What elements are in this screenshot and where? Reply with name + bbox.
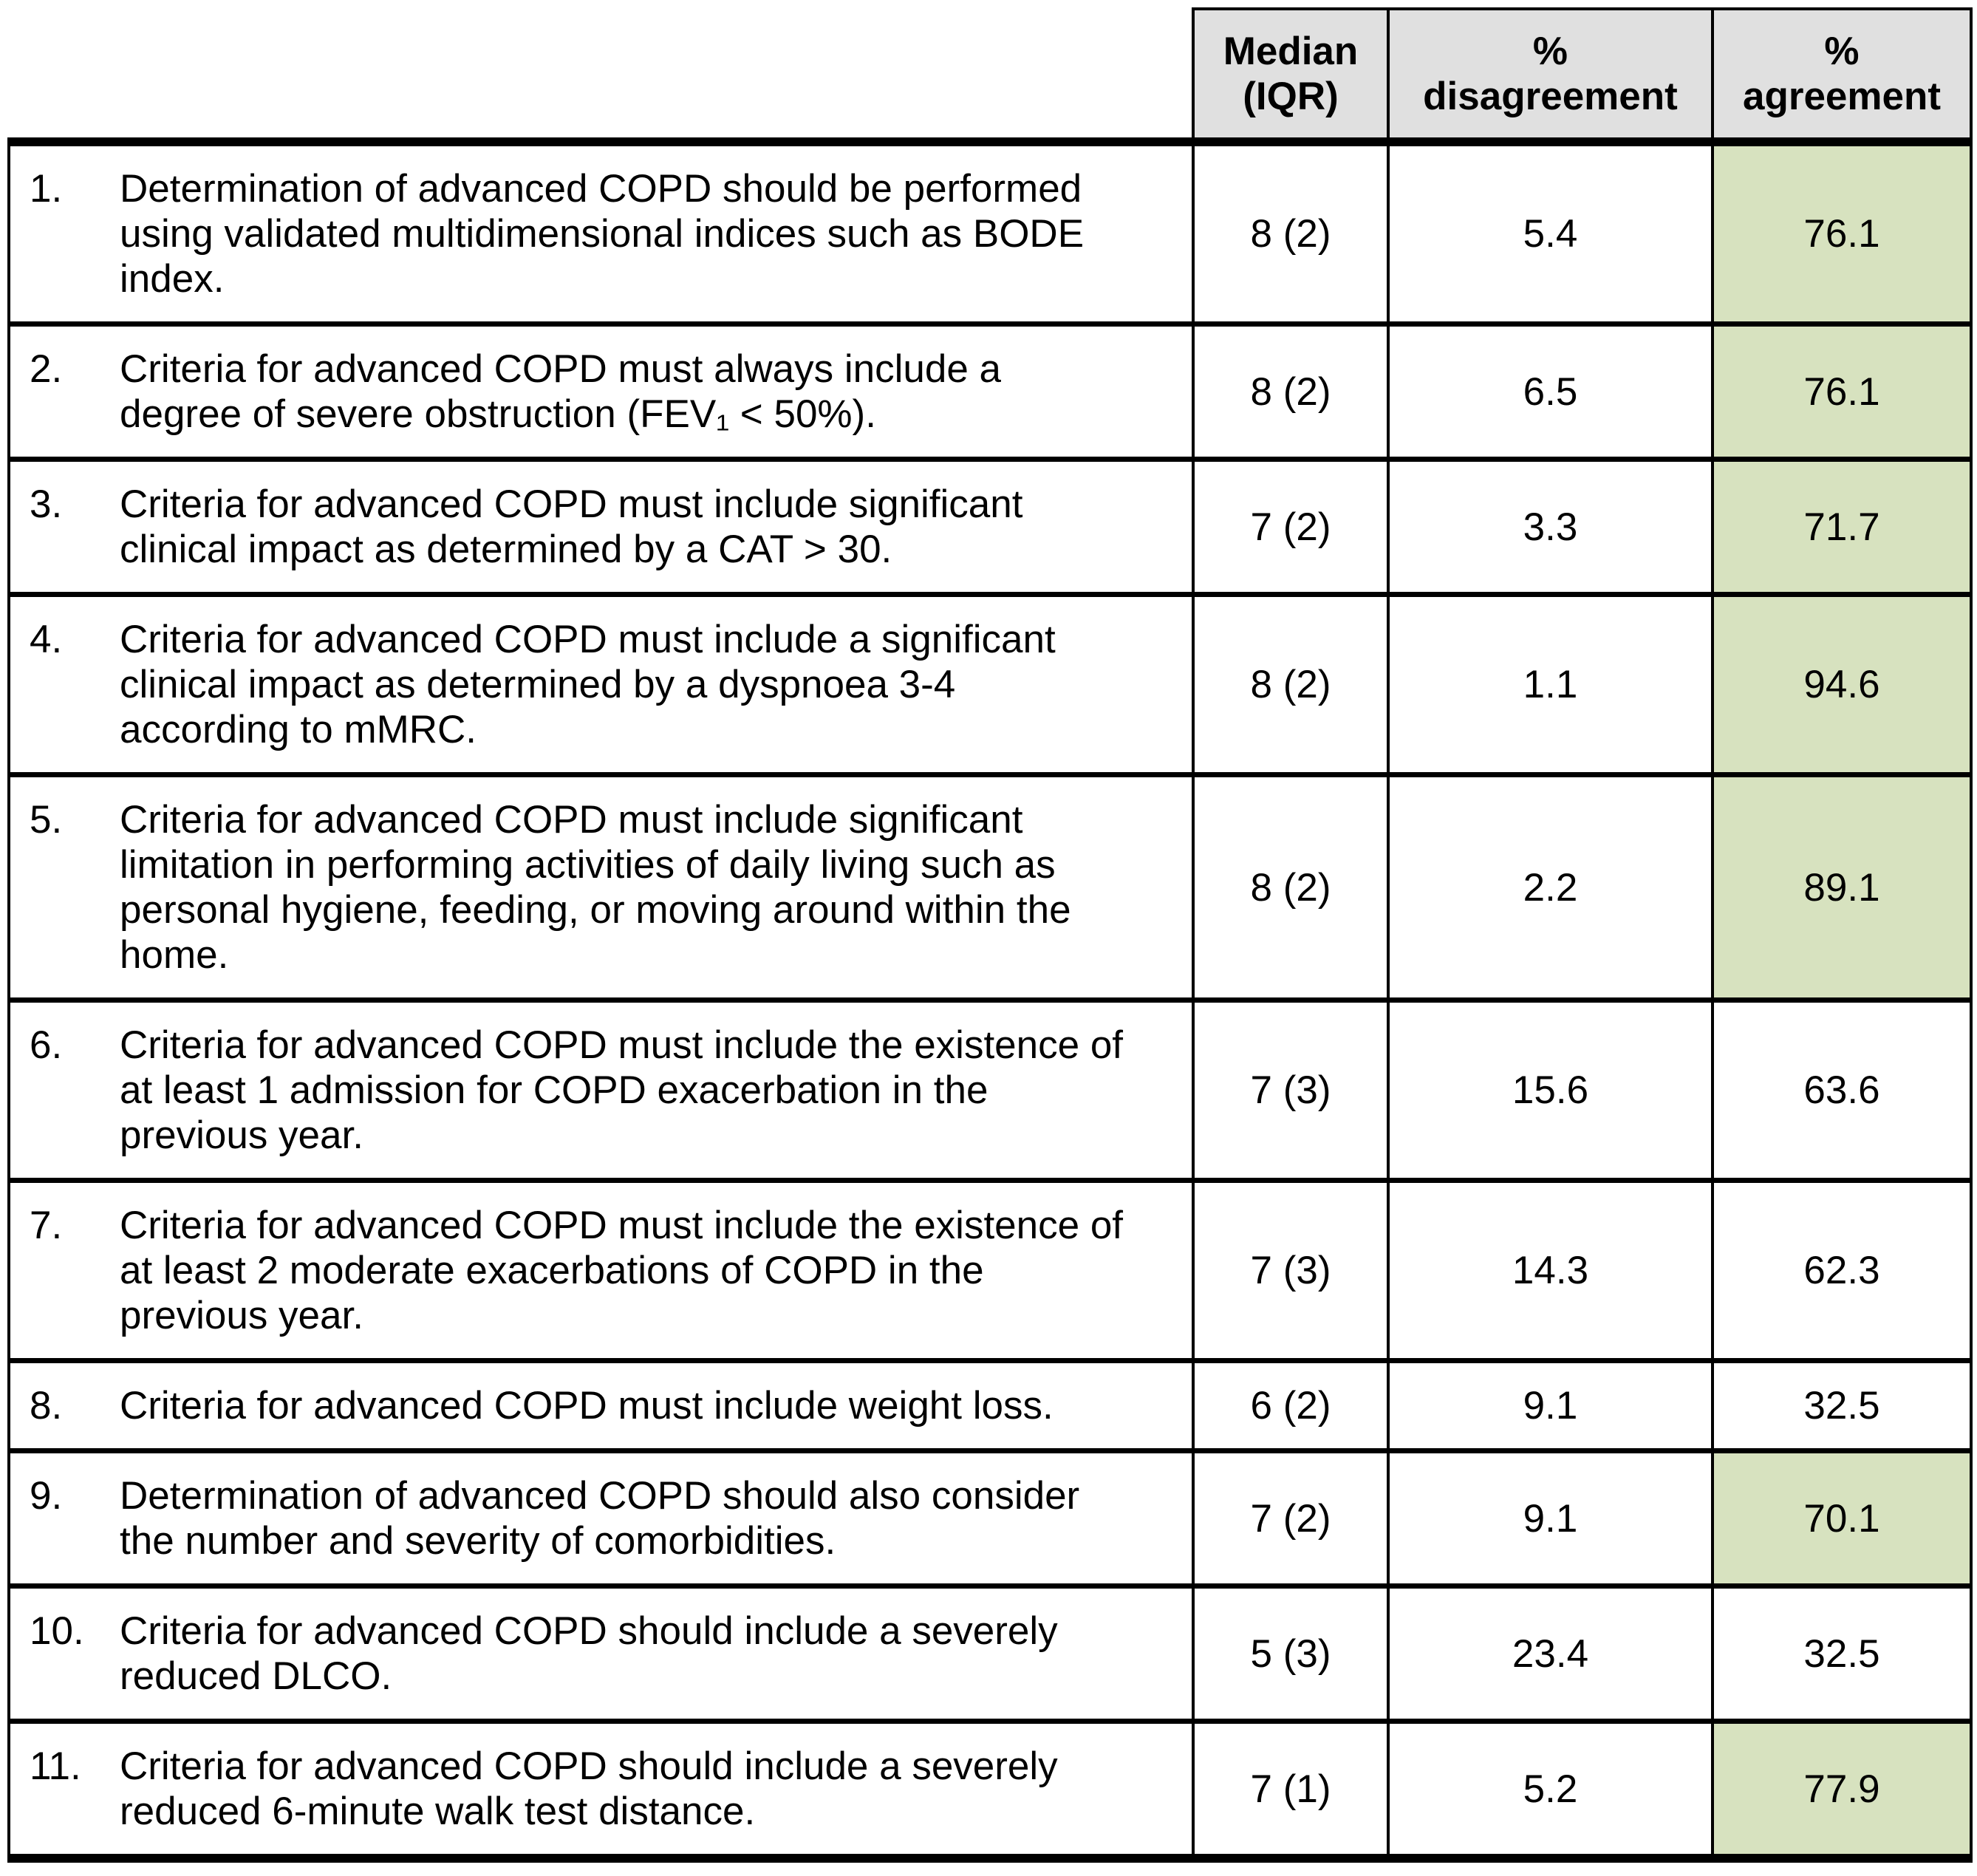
disagreement-cell: 5.2 xyxy=(1387,1719,1714,1863)
median-iqr-cell: 7 (3) xyxy=(1192,1178,1390,1363)
statement-text: Criteria for advanced COPD must include … xyxy=(120,798,1071,977)
statement-inner: 5. Criteria for advanced COPD must includ… xyxy=(30,797,1147,978)
statement-number: 6. xyxy=(30,1023,63,1067)
header-agreement: % agreement xyxy=(1711,7,1973,146)
median-iqr-cell: 7 (1) xyxy=(1192,1719,1390,1863)
statement-text: Criteria for advanced COPD should includ… xyxy=(120,1609,1058,1698)
disagreement-cell: 5.4 xyxy=(1387,137,1714,327)
agreement-cell: 76.1 xyxy=(1711,321,1973,462)
agreement-cell: 89.1 xyxy=(1711,772,1973,1003)
median-iqr-cell: 7 (2) xyxy=(1192,1448,1390,1589)
statement-inner: 2. Criteria for advanced COPD must always… xyxy=(30,347,1147,437)
agreement-cell: 94.6 xyxy=(1711,592,1973,777)
statement-inner: 6. Criteria for advanced COPD must includ… xyxy=(30,1023,1147,1158)
statement-number: 5. xyxy=(30,798,63,842)
agreement-cell: 77.9 xyxy=(1711,1719,1973,1863)
statement-inner: 3. Criteria for advanced COPD must includ… xyxy=(30,482,1147,572)
median-iqr-cell: 8 (2) xyxy=(1192,321,1390,462)
statement-cell: 7. Criteria for advanced COPD must includ… xyxy=(7,1178,1195,1363)
header-corner-blank xyxy=(9,9,1193,146)
statement-inner: 1. Determination of advanced COPD should … xyxy=(30,166,1147,301)
statement-text: Criteria for advanced COPD must include … xyxy=(120,618,1056,751)
disagreement-cell: 9.1 xyxy=(1387,1448,1714,1589)
median-iqr-cell: 8 (2) xyxy=(1192,772,1390,1003)
disagreement-cell: 2.2 xyxy=(1387,772,1714,1003)
table-row: 9. Determination of advanced COPD should … xyxy=(7,1448,1973,1589)
statement-number: 2. xyxy=(30,347,63,391)
statement-inner: 7. Criteria for advanced COPD must includ… xyxy=(30,1203,1147,1338)
table-row: 1. Determination of advanced COPD should … xyxy=(7,137,1973,327)
agreement-cell: 32.5 xyxy=(1711,1583,1973,1724)
disagreement-cell: 3.3 xyxy=(1387,457,1714,597)
statement-cell: 6. Criteria for advanced COPD must includ… xyxy=(7,997,1195,1183)
header-median-iqr: Median (IQR) xyxy=(1192,7,1390,146)
median-iqr-cell: 6 (2) xyxy=(1192,1358,1390,1453)
median-iqr-cell: 7 (3) xyxy=(1192,997,1390,1183)
table-row: 11. Criteria for advanced COPD should inc… xyxy=(7,1719,1973,1863)
disagreement-cell: 1.1 xyxy=(1387,592,1714,777)
statement-cell: 10. Criteria for advanced COPD should inc… xyxy=(7,1583,1195,1724)
median-iqr-cell: 5 (3) xyxy=(1192,1583,1390,1724)
statement-text: Criteria for advanced COPD must include … xyxy=(120,1204,1124,1337)
statement-cell: 2. Criteria for advanced COPD must always… xyxy=(7,321,1195,462)
header-disagreement: % disagreement xyxy=(1387,7,1714,146)
statement-cell: 8. Criteria for advanced COPD must includ… xyxy=(7,1358,1195,1453)
agreement-cell: 70.1 xyxy=(1711,1448,1973,1589)
statement-inner: 4. Criteria for advanced COPD must includ… xyxy=(30,617,1147,752)
statement-number: 4. xyxy=(30,618,63,661)
statement-number: 1. xyxy=(30,167,63,211)
agreement-cell: 76.1 xyxy=(1711,137,1973,327)
agreement-cell: 63.6 xyxy=(1711,997,1973,1183)
table-header: Median (IQR) % disagreement % agreement xyxy=(9,7,1973,146)
header-row: Median (IQR) % disagreement % agreement xyxy=(9,7,1973,146)
statement-number: 7. xyxy=(30,1204,63,1247)
table-row: 6. Criteria for advanced COPD must includ… xyxy=(7,997,1973,1183)
statement-number: 8. xyxy=(30,1384,63,1428)
statement-text: Criteria for advanced COPD must always i… xyxy=(120,347,1001,436)
table-row: 7. Criteria for advanced COPD must includ… xyxy=(7,1178,1973,1363)
disagreement-cell: 6.5 xyxy=(1387,321,1714,462)
statement-inner: 10. Criteria for advanced COPD should inc… xyxy=(30,1609,1147,1699)
disagreement-cell: 23.4 xyxy=(1387,1583,1714,1724)
statement-text: Criteria for advanced COPD should includ… xyxy=(120,1744,1058,1833)
statement-text: Criteria for advanced COPD must include … xyxy=(120,482,1023,571)
statement-cell: 11. Criteria for advanced COPD should inc… xyxy=(7,1719,1195,1863)
statement-inner: 11. Criteria for advanced COPD should inc… xyxy=(30,1744,1147,1834)
table-row: 10. Criteria for advanced COPD should inc… xyxy=(7,1583,1973,1724)
table-row: 4. Criteria for advanced COPD must includ… xyxy=(7,592,1973,777)
disagreement-cell: 15.6 xyxy=(1387,997,1714,1183)
agreement-cell: 71.7 xyxy=(1711,457,1973,597)
statement-cell: 4. Criteria for advanced COPD must includ… xyxy=(7,592,1195,777)
agreement-cell: 32.5 xyxy=(1711,1358,1973,1453)
statement-cell: 9. Determination of advanced COPD should … xyxy=(7,1448,1195,1589)
consensus-table: Median (IQR) % disagreement % agreement … xyxy=(7,7,1973,1863)
table-row: 8. Criteria for advanced COPD must includ… xyxy=(7,1358,1973,1453)
statement-text: Criteria for advanced COPD must include … xyxy=(120,1384,1054,1428)
statement-number: 3. xyxy=(30,482,63,526)
statement-number: 10. xyxy=(30,1609,84,1653)
table-row: 2. Criteria for advanced COPD must always… xyxy=(7,321,1973,462)
table-row: 3. Criteria for advanced COPD must includ… xyxy=(7,457,1973,597)
statement-inner: 8. Criteria for advanced COPD must includ… xyxy=(30,1383,1147,1428)
statement-text: Criteria for advanced COPD must include … xyxy=(120,1023,1124,1157)
statement-cell: 5. Criteria for advanced COPD must includ… xyxy=(7,772,1195,1003)
statement-inner: 9. Determination of advanced COPD should … xyxy=(30,1473,1147,1563)
statement-number: 9. xyxy=(30,1474,63,1518)
statement-cell: 1. Determination of advanced COPD should … xyxy=(7,137,1195,327)
table-body: 1. Determination of advanced COPD should … xyxy=(7,137,1973,1863)
statement-cell: 3. Criteria for advanced COPD must includ… xyxy=(7,457,1195,597)
disagreement-cell: 14.3 xyxy=(1387,1178,1714,1363)
median-iqr-cell: 7 (2) xyxy=(1192,457,1390,597)
median-iqr-cell: 8 (2) xyxy=(1192,592,1390,777)
statement-number: 11. xyxy=(30,1744,81,1788)
statement-text: Determination of advanced COPD should be… xyxy=(120,167,1085,301)
disagreement-cell: 9.1 xyxy=(1387,1358,1714,1453)
statement-text: Determination of advanced COPD should al… xyxy=(120,1474,1080,1563)
median-iqr-cell: 8 (2) xyxy=(1192,137,1390,327)
table-row: 5. Criteria for advanced COPD must includ… xyxy=(7,772,1973,1003)
agreement-cell: 62.3 xyxy=(1711,1178,1973,1363)
